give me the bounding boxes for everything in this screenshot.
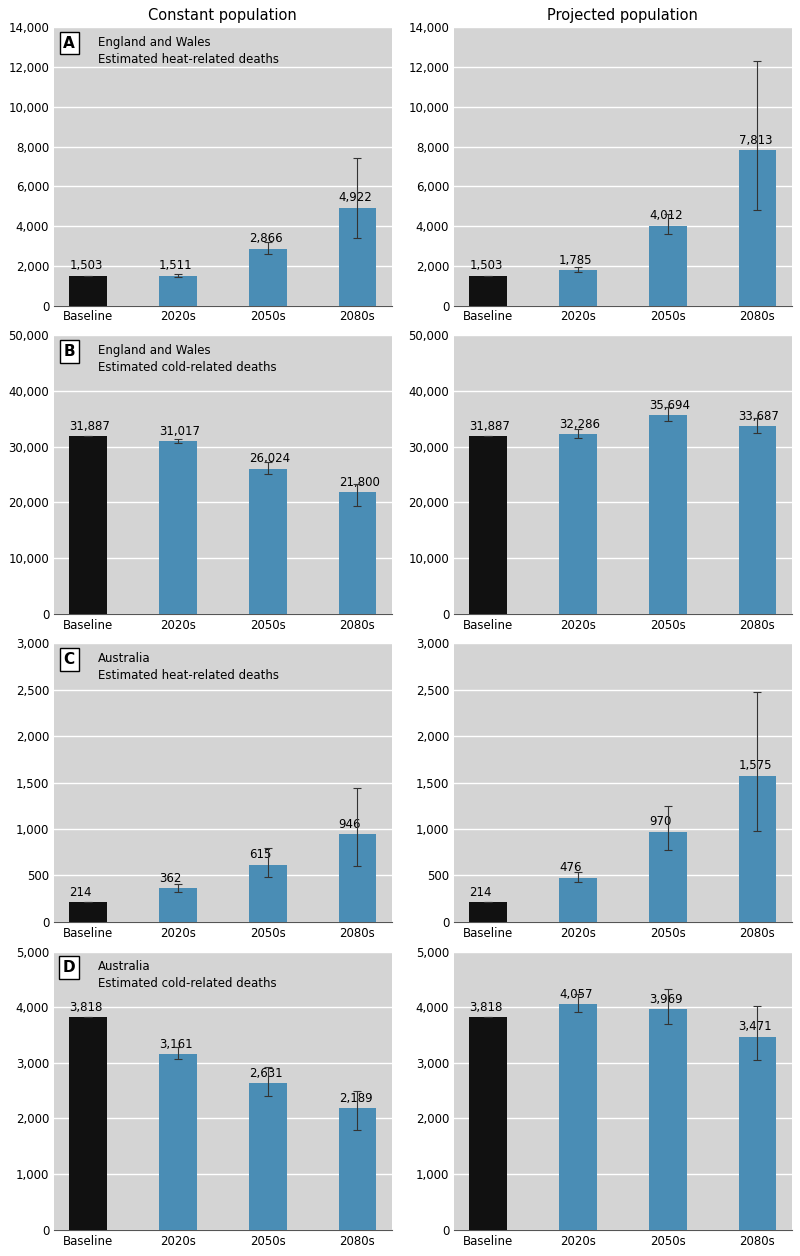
Bar (470, 902, 507, 922)
Text: 214: 214 (70, 885, 92, 898)
Text: 615: 615 (249, 848, 271, 862)
Text: A: A (63, 35, 75, 50)
Text: 7,813: 7,813 (738, 134, 772, 147)
Bar (559, 1004, 597, 1230)
Text: 2,631: 2,631 (249, 1068, 282, 1080)
Text: 31,887: 31,887 (470, 420, 510, 433)
Bar (649, 831, 686, 922)
Bar (338, 492, 376, 614)
Title: Constant population: Constant population (149, 9, 298, 24)
Text: 1,511: 1,511 (159, 259, 193, 273)
Bar (559, 270, 597, 305)
Bar (249, 249, 286, 305)
Bar (470, 436, 507, 614)
Bar (738, 1036, 776, 1230)
Text: 1,503: 1,503 (470, 259, 502, 273)
Text: 946: 946 (338, 818, 361, 830)
Bar (159, 888, 197, 922)
Title: Projected population: Projected population (547, 9, 698, 24)
Bar (249, 864, 286, 922)
Text: 3,471: 3,471 (738, 1020, 772, 1034)
Text: 362: 362 (159, 872, 182, 884)
Bar (738, 426, 776, 614)
Bar (70, 902, 107, 922)
Bar (159, 275, 197, 305)
Bar (738, 151, 776, 305)
Text: 3,161: 3,161 (159, 1037, 193, 1050)
Text: 2,189: 2,189 (338, 1091, 372, 1104)
Text: 4,057: 4,057 (559, 987, 593, 1001)
Text: 1,575: 1,575 (738, 760, 772, 772)
Text: 35,694: 35,694 (649, 398, 690, 412)
Text: 4,012: 4,012 (649, 210, 682, 222)
Text: C: C (64, 652, 75, 667)
Text: 476: 476 (559, 862, 582, 874)
Text: 4,922: 4,922 (338, 191, 372, 205)
Bar (159, 1054, 197, 1230)
Text: 214: 214 (470, 885, 492, 898)
Text: 1,503: 1,503 (70, 259, 102, 273)
Text: 32,286: 32,286 (559, 417, 600, 431)
Text: Australia
Estimated cold-related deaths: Australia Estimated cold-related deaths (98, 960, 277, 990)
Text: 2,866: 2,866 (249, 232, 282, 245)
Bar (470, 275, 507, 305)
Bar (559, 878, 597, 922)
Bar (70, 1017, 107, 1230)
Text: 3,969: 3,969 (649, 992, 682, 1006)
Text: D: D (63, 960, 75, 975)
Bar (249, 468, 286, 614)
Text: 33,687: 33,687 (738, 409, 779, 423)
Bar (159, 441, 197, 614)
Bar (649, 1009, 686, 1230)
Text: England and Wales
Estimated heat-related deaths: England and Wales Estimated heat-related… (98, 35, 279, 65)
Bar (249, 1084, 286, 1230)
Text: 3,818: 3,818 (470, 1001, 502, 1014)
Bar (338, 207, 376, 305)
Text: 21,800: 21,800 (338, 476, 379, 489)
Text: 26,024: 26,024 (249, 452, 290, 466)
Text: 3,818: 3,818 (70, 1001, 102, 1014)
Text: 31,017: 31,017 (159, 425, 200, 437)
Bar (70, 436, 107, 614)
Bar (559, 435, 597, 614)
Text: 1,785: 1,785 (559, 254, 593, 266)
Bar (338, 1108, 376, 1230)
Bar (649, 414, 686, 614)
Bar (70, 275, 107, 305)
Text: 970: 970 (649, 815, 671, 829)
Bar (470, 1017, 507, 1230)
Text: England and Wales
Estimated cold-related deaths: England and Wales Estimated cold-related… (98, 344, 277, 374)
Text: B: B (63, 344, 75, 359)
Text: Australia
Estimated heat-related deaths: Australia Estimated heat-related deaths (98, 652, 279, 682)
Bar (738, 776, 776, 922)
Bar (338, 834, 376, 922)
Text: 31,887: 31,887 (70, 420, 110, 433)
Bar (649, 226, 686, 305)
